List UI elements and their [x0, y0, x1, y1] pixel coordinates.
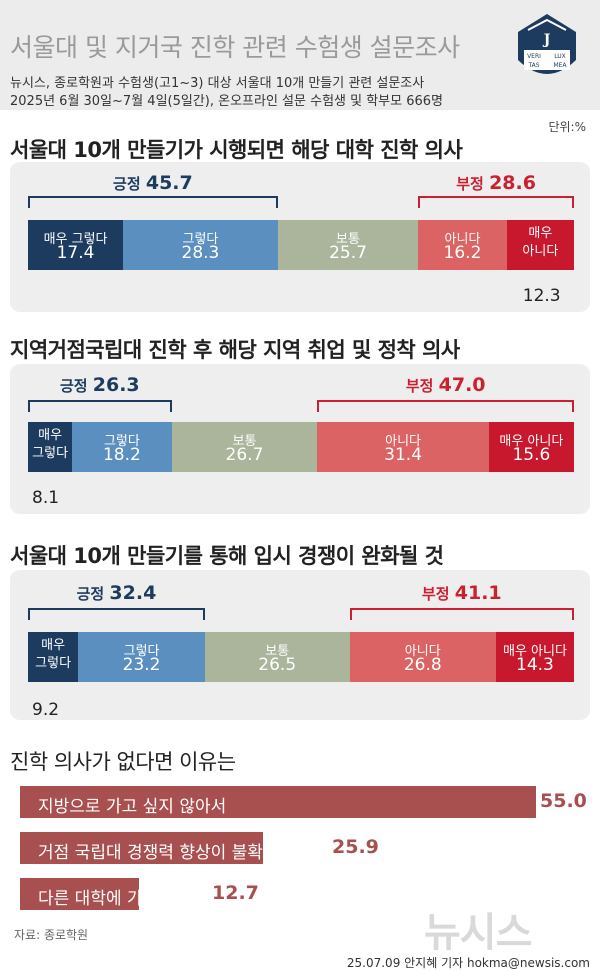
bar-segment-neutral: 보통 25.7: [277, 220, 419, 270]
bar-segment-very-yes: 매우 그렇다: [28, 632, 79, 682]
positive-bracket: [28, 196, 278, 208]
segment-value: 26.5: [258, 655, 297, 675]
header-band: [0, 0, 600, 110]
logo-text-1: VERI: [527, 53, 541, 60]
bar-segment-very-no: 매우 아니다: [506, 220, 574, 270]
bar-segment-very-no: 매우 아니다 14.3: [495, 632, 574, 682]
positive-bracket: [28, 608, 205, 620]
subtitle-survey: 뉴시스, 종로학원과 수험생(고1~3) 대상 서울대 10개 만들기 관련 설…: [10, 76, 425, 91]
negative-bracket: [418, 196, 574, 208]
negative-value: 28.6: [489, 172, 536, 194]
segment-label: 아니다: [444, 232, 481, 247]
segment-value: 23.2: [122, 655, 161, 675]
reason-value: 25.9: [332, 836, 379, 858]
svg-text:J: J: [542, 32, 551, 48]
positive-value: 26.3: [92, 374, 140, 396]
segment-label: 매우 그렇다: [35, 638, 72, 671]
segment-label: 그렇다: [182, 232, 219, 247]
negative-value: 47.0: [438, 374, 486, 396]
snu-emblem-icon: J VERI LUX TAS MEA: [508, 10, 586, 88]
segment-label: 매우 아니다: [502, 644, 567, 659]
chart1-title: 서울대 10개 만들기가 시행되면 해당 대학 진학 의사: [10, 138, 463, 162]
chart4-title: 진학 의사가 없다면 이유는: [10, 750, 236, 774]
segment-label: 아니다: [404, 644, 441, 659]
positive-total: 긍정 26.3: [28, 374, 172, 396]
reason-bar: [20, 832, 263, 864]
bar-segment-yes: 그렇다 28.3: [123, 220, 278, 270]
negative-label: 부정: [456, 175, 490, 193]
segment-label: 아니다: [385, 434, 422, 449]
segment-label: 보통: [232, 434, 257, 449]
segment-label: 보통: [336, 232, 360, 247]
chart2-title: 지역거점국립대 진학 후 해당 지역 취업 및 정착 의사: [10, 338, 460, 362]
segment-value: 31.4: [384, 445, 423, 465]
negative-total: 부정 41.1: [350, 582, 574, 604]
credit-label: 25.07.09 안지혜 기자 hokma@newsis.com: [346, 956, 590, 970]
segment-value: 18.2: [102, 445, 141, 465]
positive-label: 긍정: [113, 175, 146, 193]
logo-text-3: TAS: [527, 62, 539, 69]
segment-value: 26.8: [403, 655, 442, 675]
segment-label: 보통: [265, 644, 290, 659]
chart3-title: 서울대 10개 만들기를 통해 입시 경쟁이 완화될 것: [10, 544, 444, 568]
negative-bracket: [317, 400, 574, 412]
reason-value: 12.7: [212, 882, 259, 904]
segment-value: 17.4: [56, 243, 95, 263]
positive-total: 긍정 32.4: [28, 582, 205, 604]
segment-value: 26.7: [225, 445, 264, 465]
logo-text-4: MEA: [553, 62, 567, 69]
logo-text-2: LUX: [554, 53, 566, 60]
negative-total: 부정 28.6: [418, 172, 574, 194]
segment-value: 25.7: [329, 243, 367, 263]
bar-segment-very-no: 매우 아니다 15.6: [488, 422, 574, 472]
negative-bracket: [349, 608, 574, 620]
bar-segment-neutral: 보통 26.7: [171, 422, 318, 472]
source-label: 자료: 종로학원: [14, 928, 89, 942]
reason-label: 다른 대학에 가고 싶어서: [38, 889, 211, 909]
subtitle-period: 2025년 6월 30일~7월 4일(5일간), 온오프라인 설문 수험생 및 …: [10, 94, 444, 109]
bar-segment-no: 아니다 31.4: [317, 422, 489, 472]
bar-segment-yes: 그렇다 18.2: [72, 422, 172, 472]
negative-label: 부정: [405, 377, 439, 395]
segment-label: 그렇다: [103, 434, 140, 449]
segment-value-outside: 9.2: [32, 700, 60, 720]
unit-label: 단위:%: [548, 120, 586, 134]
segment-label: 매우 아니다: [522, 226, 559, 259]
segment-value-outside: 8.1: [32, 488, 60, 508]
positive-bracket: [28, 400, 172, 412]
negative-label: 부정: [421, 585, 455, 603]
reason-label: 거점 국립대 경쟁력 향상이 불확실해서: [38, 843, 310, 863]
segment-value: 16.2: [443, 243, 482, 263]
segment-value-outside: 12.3: [522, 286, 561, 306]
newsis-watermark: 뉴시스: [424, 910, 532, 956]
bar-segment-yes: 그렇다 23.2: [78, 632, 205, 682]
reason-bar: [20, 786, 536, 818]
reason-label: 지방으로 가고 싶지 않아서: [38, 797, 227, 817]
negative-value: 41.1: [454, 582, 502, 604]
reason-bar: [20, 878, 140, 910]
page-title: 서울대 및 지거국 진학 관련 수험생 설문조사: [10, 33, 460, 62]
bar-segment-neutral: 보통 26.5: [204, 632, 350, 682]
segment-label: 매우 그렇다: [43, 232, 108, 247]
positive-label: 긍정: [59, 377, 93, 395]
bar-segment-very-yes: 매우 그렇다: [28, 422, 73, 472]
negative-total: 부정 47.0: [317, 374, 574, 396]
positive-value: 32.4: [109, 582, 157, 604]
segment-value: 15.6: [512, 445, 551, 465]
bar-segment-no: 아니다 16.2: [418, 220, 507, 270]
segment-label: 매우 그렇다: [32, 428, 69, 461]
bar-segment-very-yes: 매우 그렇다 17.4: [28, 220, 124, 270]
segment-label: 그렇다: [123, 644, 160, 659]
segment-value: 28.3: [181, 243, 220, 263]
segment-value: 14.3: [516, 655, 554, 675]
segment-label: 매우 아니다: [499, 434, 564, 449]
positive-label: 긍정: [76, 585, 110, 603]
bar-segment-no: 아니다 26.8: [349, 632, 496, 682]
positive-value: 45.7: [145, 172, 193, 194]
reason-value: 55.0: [540, 790, 587, 812]
positive-total: 긍정 45.7: [28, 172, 278, 194]
